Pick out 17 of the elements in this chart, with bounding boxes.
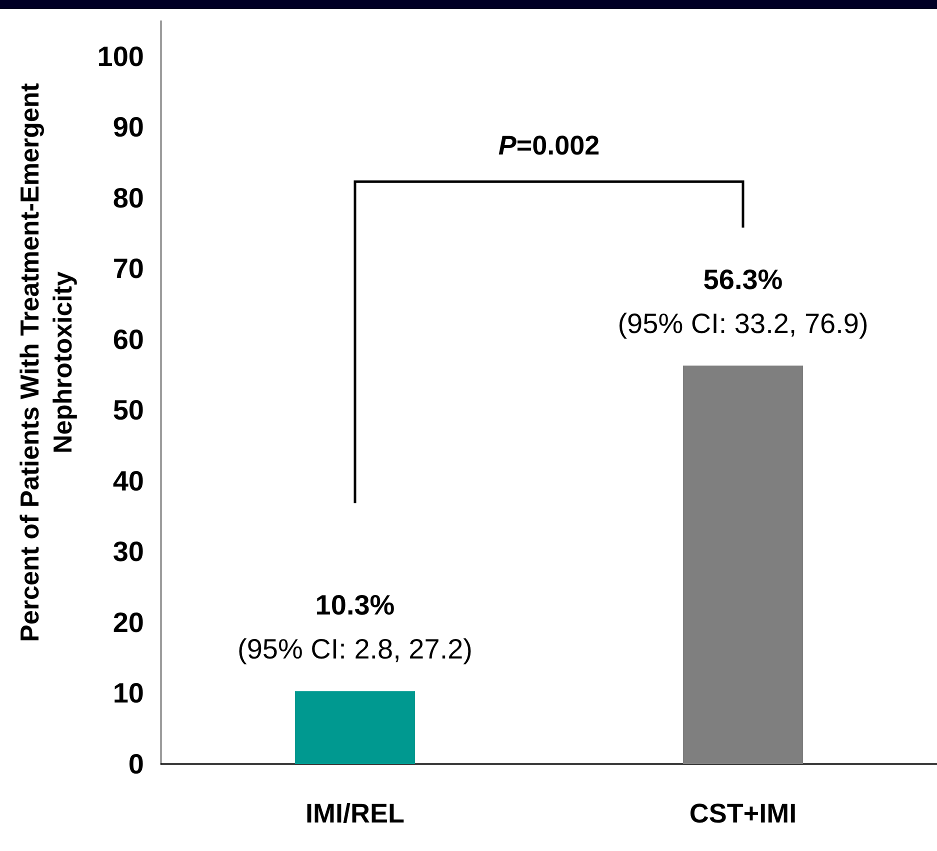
y-tick-label: 100 <box>97 40 144 72</box>
y-tick-label: 0 <box>128 748 144 780</box>
x-tick-label: IMI/REL <box>306 798 404 828</box>
annotation: P=0.002 <box>498 130 600 161</box>
y-tick-label: 30 <box>112 536 144 568</box>
data-label: 56.3% (95% CI: 33.2, 76.9) <box>618 264 868 340</box>
y-tick-label: 10 <box>112 678 144 709</box>
y-tick-label: 60 <box>112 324 144 355</box>
data-label: 10.3% (95% CI: 2.8, 27.2) <box>237 590 473 665</box>
y-tick-label: 20 <box>112 606 144 638</box>
y-tick-label: 90 <box>112 112 144 143</box>
y-tick-label: 50 <box>112 394 144 426</box>
y-tick-label: 70 <box>112 253 144 284</box>
y-axis-title: Percent of Patients With Treatment-Emergent Nephrotoxicity <box>14 82 78 642</box>
y-tick-label: 80 <box>112 182 144 214</box>
y-tick-label: 40 <box>112 465 144 496</box>
x-tick-label: CST+IMI <box>689 798 797 828</box>
